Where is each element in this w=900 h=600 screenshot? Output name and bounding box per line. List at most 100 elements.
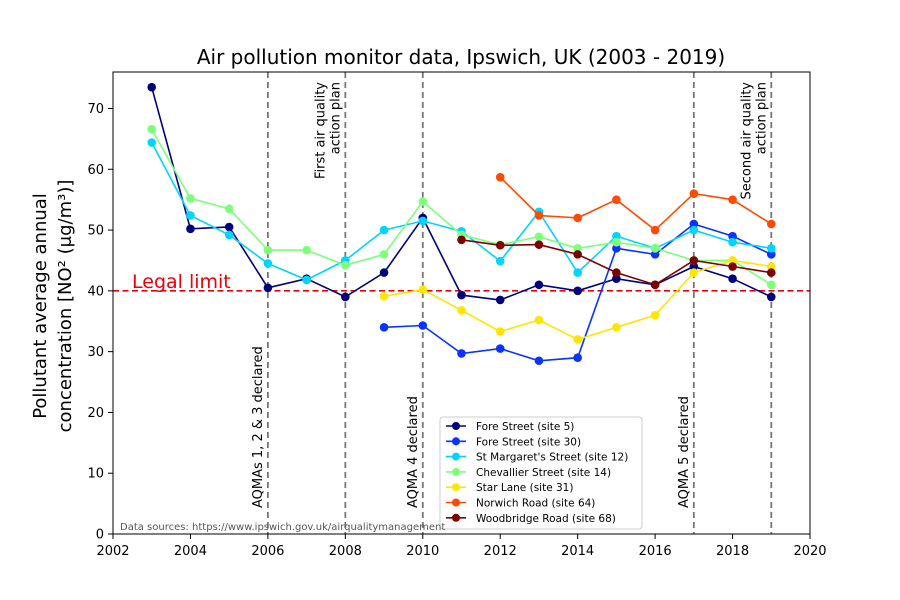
y-tick-label-0: 0 xyxy=(96,528,104,543)
y-tick-label-4: 40 xyxy=(87,284,104,299)
data-point-2-7 xyxy=(418,216,428,226)
legend-swatch-marker-0 xyxy=(452,422,460,430)
x-tick-label-9: 2020 xyxy=(793,544,826,559)
data-point-1-1 xyxy=(418,321,428,330)
data-point-4-4 xyxy=(534,315,544,325)
data-point-4-1 xyxy=(418,285,428,294)
data-point-0-15 xyxy=(728,274,737,283)
legend-entry-1: Fore Street (site 30) xyxy=(476,436,581,448)
data-point-2-12 xyxy=(612,231,621,241)
legend-entry-2: St Margaret's Street (site 12) xyxy=(476,452,628,464)
data-point-2-6 xyxy=(379,225,389,235)
data-point-5-3 xyxy=(612,195,621,204)
data-point-4-2 xyxy=(457,305,466,315)
data-point-4-10 xyxy=(766,262,776,271)
event-label-1-1: action plan xyxy=(328,82,343,154)
x-tick-label-2: 2006 xyxy=(251,544,284,559)
data-point-2-9 xyxy=(495,256,505,266)
data-point-3-11 xyxy=(573,243,582,253)
data-point-4-5 xyxy=(573,335,582,344)
legal-limit-label: Legal limit xyxy=(132,271,231,293)
data-point-0-12 xyxy=(612,274,621,283)
data-point-3-13 xyxy=(650,243,660,253)
data-point-2-2 xyxy=(224,230,234,240)
data-point-3-7 xyxy=(418,197,428,206)
legend-swatch-marker-4 xyxy=(452,483,460,492)
event-label-0-0: AQMAs 1, 2 & 3 declared xyxy=(251,346,266,508)
data-point-3-10 xyxy=(534,232,544,242)
data-point-5-4 xyxy=(650,225,660,235)
event-label-3-0: AQMA 5 declared xyxy=(677,396,692,508)
legend-entry-6: Woodbridge Road (site 68) xyxy=(476,513,616,525)
y-axis-label-line-1: Pollutant average annual xyxy=(30,193,51,419)
series-line-3 xyxy=(151,128,772,286)
legend-swatch-marker-3 xyxy=(452,467,460,476)
x-tick-label-3: 2008 xyxy=(329,544,362,559)
y-tick-label-1: 10 xyxy=(87,467,104,482)
y-tick-label-3: 30 xyxy=(87,345,104,360)
chart-title: Air pollution monitor data, Ipswich, UK … xyxy=(197,45,725,69)
data-point-5-0 xyxy=(495,172,505,182)
data-point-5-7 xyxy=(766,219,776,229)
data-point-5-6 xyxy=(728,195,737,204)
legend-entry-3: Chevallier Street (site 14) xyxy=(476,467,611,479)
data-point-6-1 xyxy=(495,240,505,250)
event-label-4-0: Second air quality xyxy=(739,82,754,200)
legend-box xyxy=(439,416,643,530)
data-point-3-12 xyxy=(612,237,621,247)
data-point-6-0 xyxy=(457,235,466,245)
data-point-4-7 xyxy=(650,310,660,320)
source-note: Data sources: https://www.ipswich.gov.uk… xyxy=(120,522,445,533)
series-line-0 xyxy=(150,86,772,301)
data-point-6-8 xyxy=(766,268,776,277)
data-point-0-10 xyxy=(534,280,544,290)
y-axis-label-line-2: concentration [NO² (μg/m³)] xyxy=(55,180,76,433)
data-point-3-0 xyxy=(147,124,157,134)
data-point-5-5 xyxy=(689,189,699,198)
event-label-1-0: First air quality xyxy=(313,82,328,179)
data-point-0-2 xyxy=(224,222,234,232)
axes-frame xyxy=(112,71,811,535)
data-point-1-7 xyxy=(650,250,660,259)
data-point-0-1 xyxy=(186,224,195,234)
x-tick-label-6: 2014 xyxy=(561,544,594,559)
y-tick-label-7: 70 xyxy=(87,102,104,117)
series-line-5 xyxy=(499,176,772,232)
data-point-3-1 xyxy=(186,194,195,203)
legend-entry-4: Star Lane (site 31) xyxy=(476,482,573,494)
data-point-4-8 xyxy=(689,268,699,277)
data-point-3-16 xyxy=(766,280,776,290)
data-point-2-11 xyxy=(573,268,582,277)
data-point-6-2 xyxy=(534,240,544,249)
data-point-1-3 xyxy=(495,344,505,353)
data-point-1-5 xyxy=(573,353,582,363)
data-point-0-0 xyxy=(147,82,157,92)
data-point-1-9 xyxy=(728,231,737,241)
data-point-2-1 xyxy=(186,211,195,220)
event-label-2-0: AQMA 4 declared xyxy=(406,396,421,508)
data-point-1-6 xyxy=(612,243,621,253)
data-point-0-3 xyxy=(263,283,273,293)
data-point-0-5 xyxy=(341,292,350,302)
data-point-4-0 xyxy=(379,292,389,301)
data-point-6-6 xyxy=(689,256,699,265)
data-point-4-9 xyxy=(728,256,737,265)
data-point-0-11 xyxy=(573,286,582,296)
data-point-5-2 xyxy=(573,213,582,223)
x-tick-label-1: 2004 xyxy=(174,544,207,559)
data-point-0-9 xyxy=(495,295,505,305)
data-point-2-3 xyxy=(263,259,273,268)
legend-swatch-marker-2 xyxy=(452,452,460,461)
data-point-1-10 xyxy=(766,250,776,259)
data-point-3-2 xyxy=(224,204,234,214)
series-line-2 xyxy=(150,142,772,281)
data-point-0-8 xyxy=(457,290,466,300)
data-point-6-7 xyxy=(728,262,737,271)
y-tick-label-5: 50 xyxy=(87,224,104,239)
data-point-0-14 xyxy=(689,262,699,271)
x-tick-label-0: 2002 xyxy=(96,544,129,559)
event-label-4-1: action plan xyxy=(754,82,769,154)
plot-area: 2002 2004 2006 2008 2010 2012 2014 2016 2018 2020… xyxy=(87,71,827,559)
data-point-1-8 xyxy=(689,219,699,229)
legend-swatch-marker-6 xyxy=(452,513,460,522)
